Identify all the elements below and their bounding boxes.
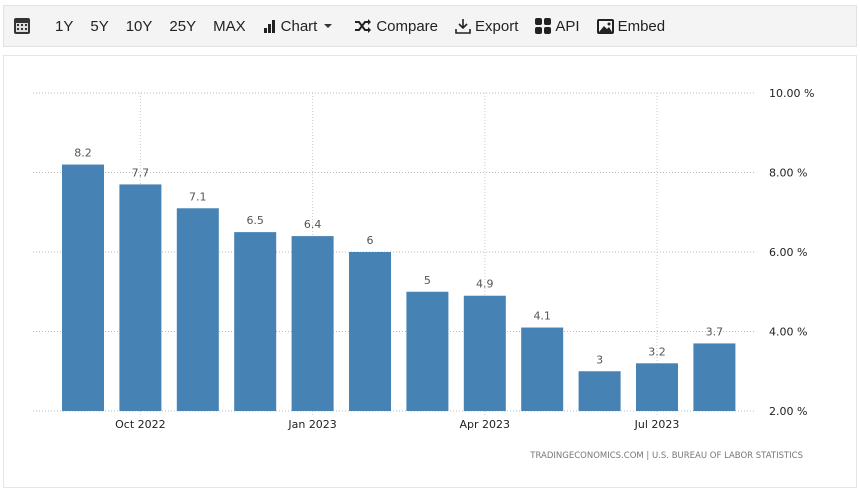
caret-down-icon <box>324 24 333 28</box>
x-tick-label: Jul 2023 <box>634 418 680 431</box>
data-label: 6.5 <box>246 214 264 227</box>
range-max[interactable]: MAX <box>213 17 246 35</box>
bar <box>693 343 736 411</box>
chart-label: Chart <box>280 17 318 35</box>
data-label: 7.1 <box>189 190 207 203</box>
source-label: TRADINGECONOMICS.COM | U.S. BUREAU OF LA… <box>529 451 803 461</box>
y-tick-label: 10.00 % <box>769 87 814 100</box>
download-icon <box>455 19 471 34</box>
bar <box>119 184 162 411</box>
range-5y[interactable]: 5Y <box>90 17 109 35</box>
chart-type-button[interactable]: Chart <box>263 18 338 35</box>
bar <box>521 327 564 411</box>
bar <box>349 252 391 411</box>
image-icon <box>596 18 614 34</box>
bar <box>406 291 449 411</box>
export-button[interactable]: Export <box>455 18 518 35</box>
bar <box>234 232 277 411</box>
bar <box>578 371 621 411</box>
bar <box>463 295 506 411</box>
api-label: API <box>555 17 580 35</box>
range-25y[interactable]: 25Y <box>169 17 197 35</box>
x-tick-label: Oct 2022 <box>115 418 166 431</box>
range-1y[interactable]: 1Y <box>55 17 74 35</box>
y-tick-label: 2.00 % <box>769 405 807 418</box>
toolbar: 1Y 5Y 10Y 25Y MAX Chart Compare Export A… <box>3 5 857 47</box>
data-label: 4.9 <box>476 278 494 291</box>
x-tick-label: Apr 2023 <box>460 418 511 431</box>
embed-label: Embed <box>617 17 666 35</box>
calendar-icon <box>14 18 30 34</box>
y-tick-label: 6.00 % <box>769 246 807 259</box>
embed-button[interactable]: Embed <box>596 17 666 35</box>
data-label: 8.2 <box>74 147 92 160</box>
chart-card <box>3 55 857 488</box>
bar <box>636 363 678 411</box>
bar <box>291 236 334 411</box>
data-label: 6.4 <box>304 218 322 231</box>
range-10y[interactable]: 10Y <box>125 17 153 35</box>
data-label: 6 <box>367 234 374 247</box>
grid-icon <box>535 18 552 34</box>
bar-chart-icon <box>263 20 275 33</box>
api-button[interactable]: API <box>535 17 580 35</box>
compare-label: Compare <box>376 17 439 35</box>
shuffle-icon <box>355 19 372 33</box>
data-label: 3.2 <box>648 345 666 358</box>
export-label: Export <box>475 17 519 35</box>
data-label: 3.7 <box>706 325 724 338</box>
data-label: 5 <box>424 274 431 287</box>
calendar-button[interactable] <box>13 17 35 35</box>
data-label: 4.1 <box>533 310 551 323</box>
bar <box>176 208 219 411</box>
data-label: 3 <box>596 353 603 366</box>
data-label: 7.7 <box>132 166 150 179</box>
compare-button[interactable]: Compare <box>354 18 438 35</box>
bar <box>62 164 104 411</box>
x-tick-label: Jan 2023 <box>287 418 336 431</box>
y-tick-label: 8.00 % <box>769 167 807 180</box>
y-tick-label: 4.00 % <box>769 326 807 339</box>
